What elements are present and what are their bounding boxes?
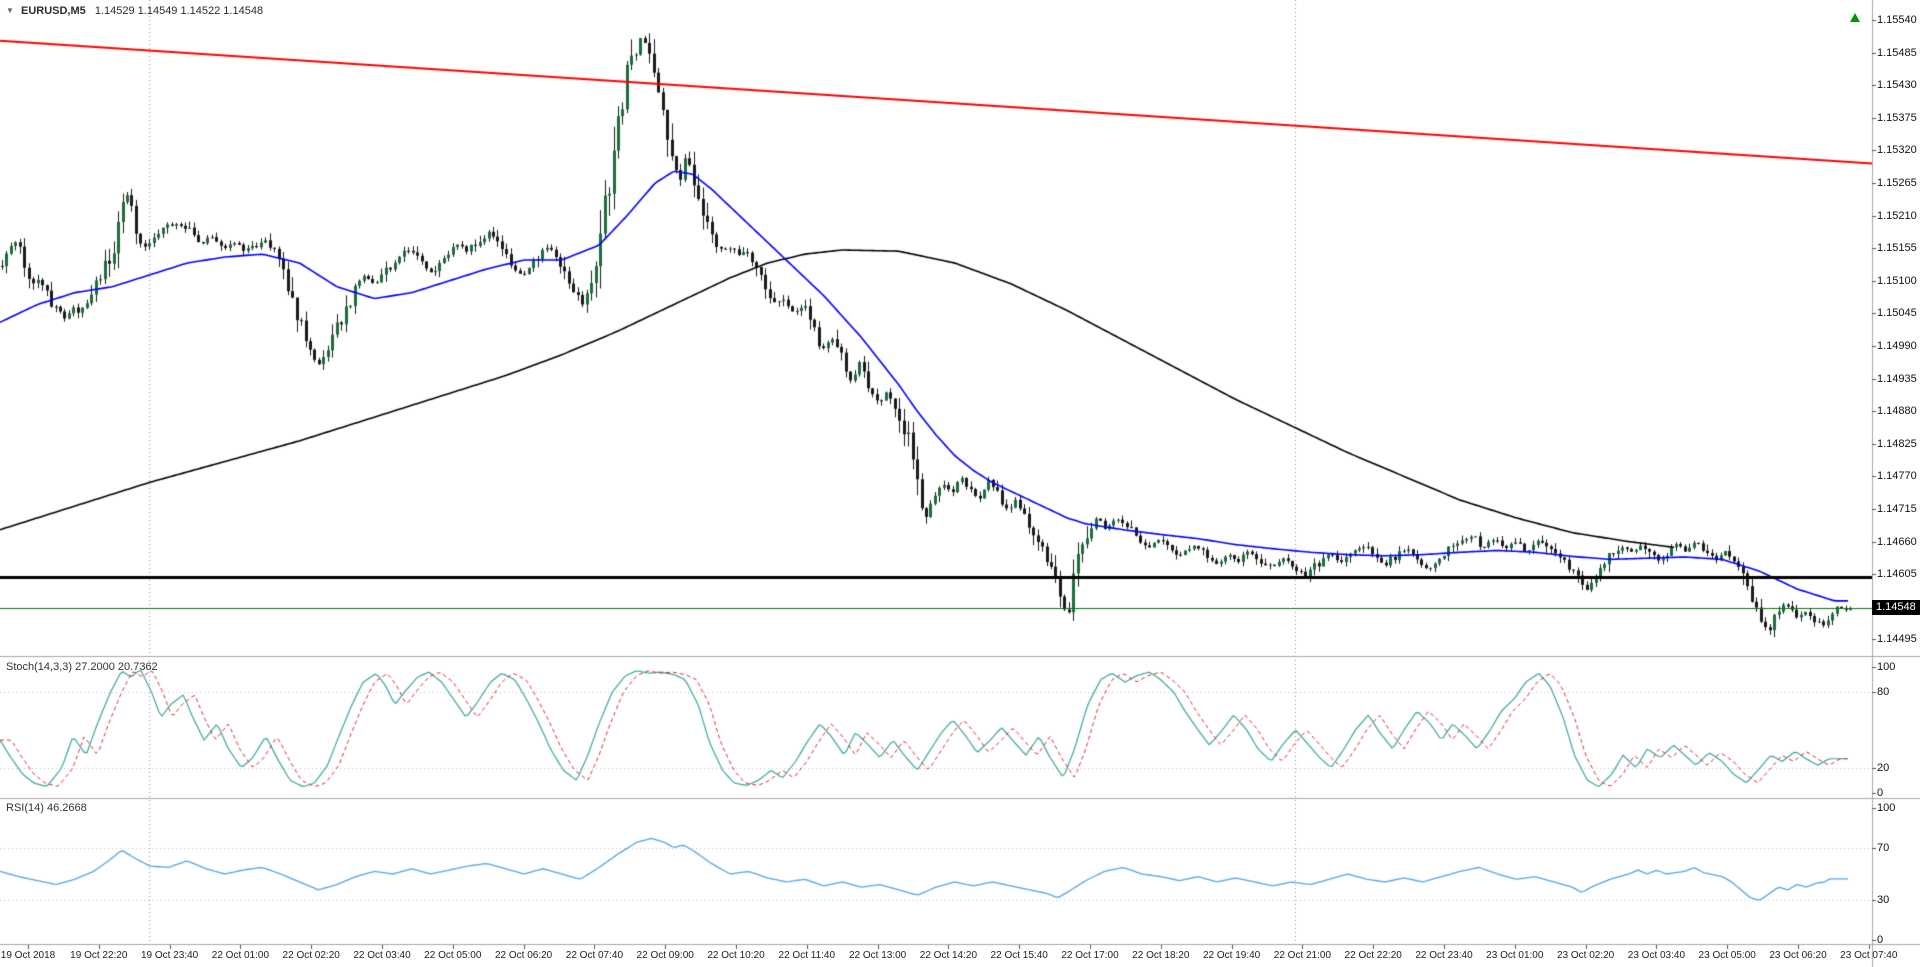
rsi-indicator-label: RSI(14) 46.2668	[6, 802, 87, 814]
time-label: 23 Oct 02:20	[1556, 950, 1615, 961]
price-tick-label: 1.15375	[1877, 111, 1917, 124]
chart-quote-line: ▼ EURUSD,M5 1.14529 1.14549 1.14522 1.14…	[6, 5, 263, 17]
time-label: 22 Oct 18:20	[1132, 950, 1190, 961]
price-tick-label: 1.14605	[1877, 568, 1917, 581]
rsi-tick-label: 100	[1877, 802, 1896, 814]
time-label: 22 Oct 22:20	[1344, 950, 1402, 961]
price-tick-label: 1.14990	[1877, 340, 1917, 352]
price-tick-label: 1.15045	[1877, 307, 1917, 320]
price-tick-label: 1.15100	[1877, 274, 1917, 287]
stoch-tick-label: 0	[1877, 787, 1884, 799]
price-tick-label: 1.14660	[1877, 535, 1917, 548]
time-label: 22 Oct 21:00	[1273, 950, 1332, 961]
time-label: 22 Oct 09:00	[636, 950, 694, 961]
stoch-tick-label: 100	[1877, 661, 1896, 673]
symbol-dropdown-icon[interactable]: ▼	[6, 6, 14, 15]
price-tick-label: 1.14880	[1877, 405, 1917, 418]
price-tick-label: 1.15210	[1877, 209, 1917, 222]
time-label: 22 Oct 05:00	[424, 950, 482, 961]
time-label: 22 Oct 15:40	[990, 950, 1048, 961]
price-tick-label: 1.14495	[1877, 633, 1917, 646]
rsi-tick-label: 70	[1877, 841, 1890, 854]
price-tick-label: 1.14825	[1877, 437, 1917, 450]
time-label: 22 Oct 11:40	[778, 950, 836, 961]
rsi-axis[interactable]: 100 70 30 0	[1872, 0, 1920, 967]
price-tick-label: 1.15155	[1877, 242, 1917, 255]
ohlc-quote-values: 1.14529 1.14549 1.14522 1.14548	[94, 5, 264, 17]
time-label: 23 Oct 06:20	[1769, 950, 1827, 961]
time-label: 23 Oct 03:40	[1627, 950, 1686, 961]
time-label: 22 Oct 14:20	[919, 950, 978, 961]
price-tick-label: 1.15540	[1877, 14, 1917, 26]
time-label: 23 Oct 07:40	[1840, 950, 1898, 961]
symbol-timeframe-label: EURUSD,M5	[20, 5, 86, 17]
time-label: 23 Oct 01:00	[1486, 950, 1544, 961]
price-tick-label: 1.14935	[1877, 372, 1917, 385]
stoch-indicator-label: Stoch(14,3,3) 27.2000 20.7362	[6, 661, 158, 673]
time-label: 19 Oct 22:20	[70, 950, 128, 961]
stoch-axis[interactable]: 100 80 20 0	[1872, 0, 1920, 967]
price-axis[interactable]: 1.15540 1.15485 1.15430 1.15375 1.15320 1.152…	[1872, 0, 1920, 967]
time-label: 19 Oct 2018	[0, 950, 56, 961]
time-label: 22 Oct 01:00	[211, 950, 270, 961]
time-label: 23 Oct 05:00	[1698, 950, 1756, 961]
time-label: 22 Oct 03:40	[353, 950, 411, 961]
rsi-tick-label: 30	[1877, 894, 1890, 907]
rsi-tick-label: 0	[1877, 934, 1884, 946]
time-label: 22 Oct 07:40	[565, 950, 624, 961]
time-label: 22 Oct 02:20	[282, 950, 340, 961]
time-label: 22 Oct 06:20	[494, 950, 553, 961]
up-arrow-marker-icon	[1850, 13, 1860, 22]
stoch-tick-label: 80	[1877, 686, 1890, 699]
time-label: 22 Oct 13:00	[848, 950, 907, 961]
time-label: 22 Oct 10:20	[707, 950, 765, 961]
price-tick-label: 1.15320	[1877, 144, 1917, 157]
price-tick-label: 1.15430	[1877, 79, 1917, 92]
price-tick-label: 1.14715	[1877, 503, 1917, 515]
time-label: 22 Oct 23:40	[1415, 950, 1473, 961]
current-price-badge: 1.14548	[1872, 599, 1920, 615]
price-tick-label: 1.14770	[1877, 470, 1917, 483]
price-tick-label: 1.15485	[1877, 46, 1917, 59]
time-label: 22 Oct 19:40	[1202, 950, 1261, 961]
stoch-tick-label: 20	[1877, 761, 1890, 774]
price-tick-label: 1.15265	[1877, 177, 1917, 189]
time-label: 22 Oct 17:00	[1061, 950, 1119, 961]
time-axis[interactable]: 19 Oct 2018 19 Oct 22:20 19 Oct 23:40 22 Oc…	[0, 945, 1898, 967]
time-label: 19 Oct 23:40	[140, 950, 199, 961]
